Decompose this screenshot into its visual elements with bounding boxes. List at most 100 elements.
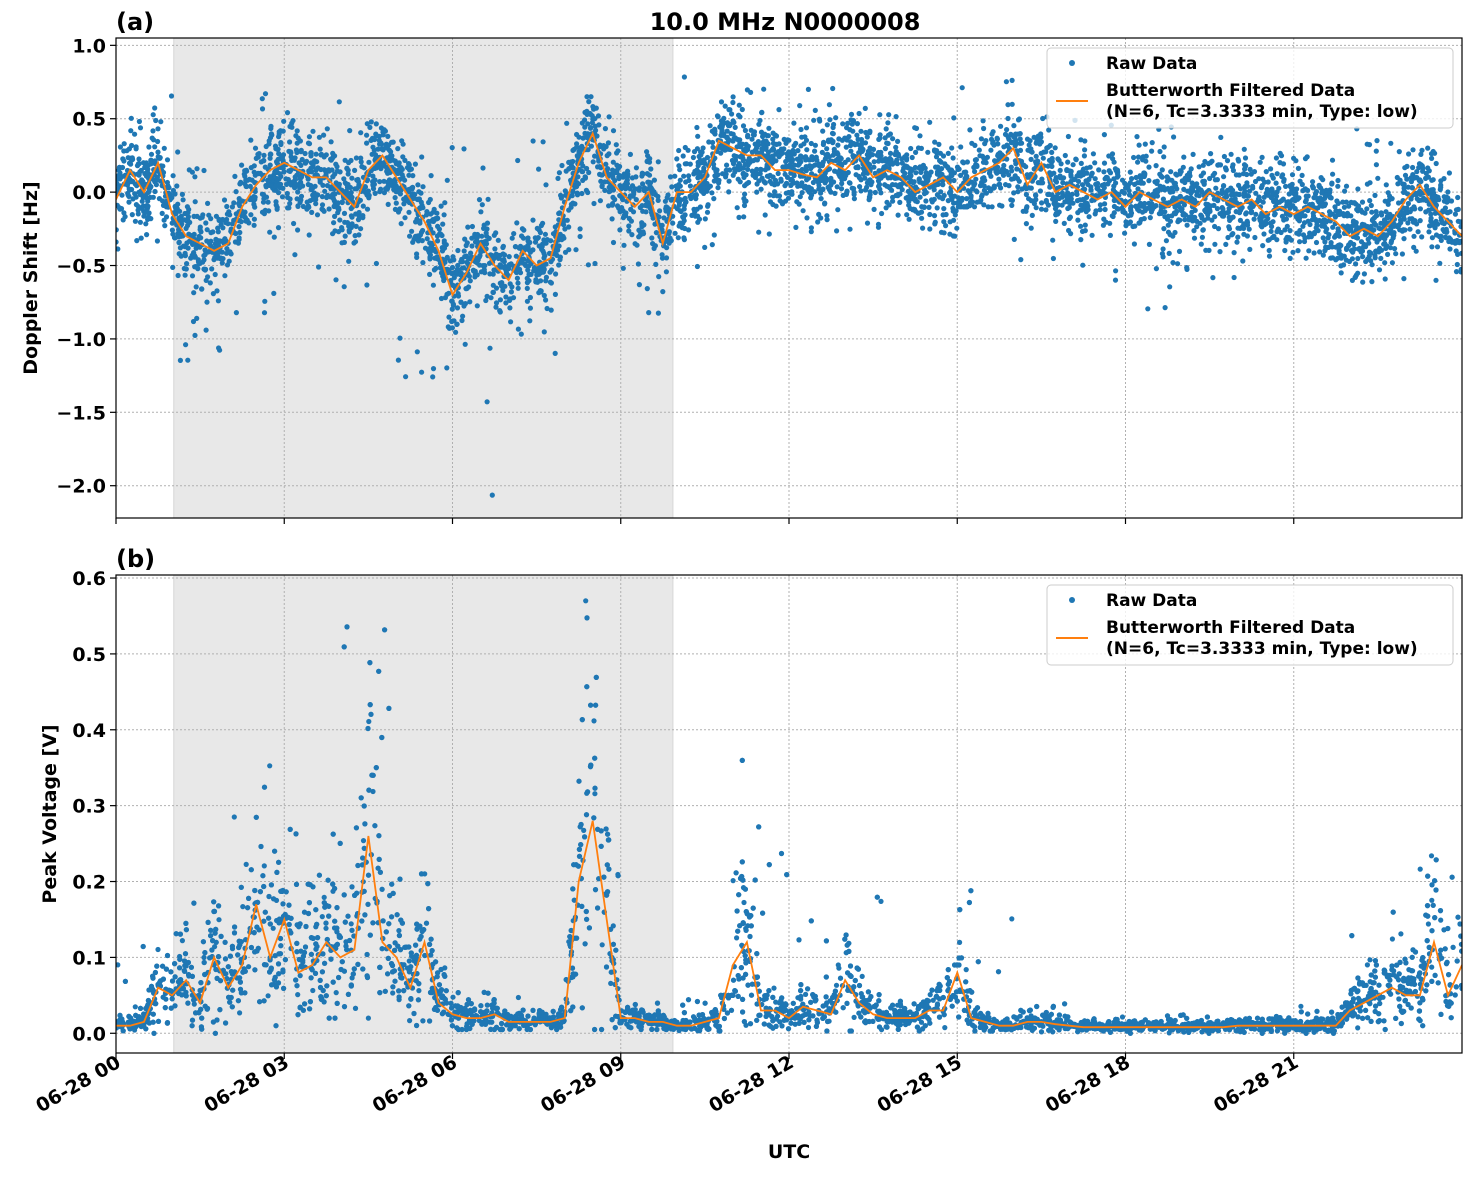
raw-data-point bbox=[673, 231, 678, 236]
raw-data-point bbox=[982, 183, 987, 188]
raw-data-point bbox=[688, 183, 693, 188]
raw-data-point bbox=[1216, 162, 1221, 167]
raw-data-point bbox=[839, 181, 844, 186]
raw-data-point bbox=[1351, 200, 1356, 205]
raw-data-point bbox=[833, 115, 838, 120]
raw-data-point bbox=[203, 252, 208, 257]
raw-data-point bbox=[449, 319, 454, 324]
raw-data-point bbox=[543, 232, 548, 237]
raw-data-point bbox=[515, 276, 520, 281]
raw-data-point bbox=[287, 169, 292, 174]
raw-data-point bbox=[169, 93, 174, 98]
raw-data-point bbox=[582, 110, 587, 115]
raw-data-point bbox=[407, 167, 412, 172]
raw-data-point bbox=[700, 150, 705, 155]
raw-data-point bbox=[612, 197, 617, 202]
raw-data-point bbox=[924, 170, 929, 175]
raw-data-point bbox=[611, 128, 616, 133]
raw-data-point bbox=[1389, 240, 1394, 245]
raw-data-point bbox=[295, 196, 300, 201]
raw-data-point bbox=[1374, 162, 1379, 167]
raw-data-point bbox=[1447, 246, 1452, 251]
raw-data-point bbox=[1024, 204, 1029, 209]
raw-data-point bbox=[857, 184, 862, 189]
raw-data-point bbox=[656, 311, 661, 316]
raw-data-point bbox=[255, 152, 260, 157]
raw-data-point bbox=[698, 204, 703, 209]
raw-data-point bbox=[1454, 248, 1459, 253]
raw-data-point bbox=[177, 240, 182, 245]
raw-data-point bbox=[185, 358, 190, 363]
raw-data-point bbox=[1424, 184, 1429, 189]
raw-data-point bbox=[934, 154, 939, 159]
raw-data-point bbox=[1189, 166, 1194, 171]
raw-data-point bbox=[402, 178, 407, 183]
raw-data-point bbox=[1415, 196, 1420, 201]
raw-data-point bbox=[232, 174, 237, 179]
raw-data-point bbox=[137, 119, 142, 124]
raw-data-point bbox=[1165, 174, 1170, 179]
raw-data-point bbox=[821, 140, 826, 145]
raw-data-point bbox=[1337, 245, 1342, 250]
raw-data-point bbox=[640, 171, 645, 176]
raw-data-point bbox=[260, 96, 265, 101]
raw-data-point bbox=[1199, 215, 1204, 220]
raw-data-point bbox=[686, 173, 691, 178]
raw-data-point bbox=[756, 230, 761, 235]
raw-data-point bbox=[172, 191, 177, 196]
raw-data-point bbox=[184, 226, 189, 231]
raw-data-point bbox=[381, 132, 386, 137]
raw-data-point bbox=[304, 159, 309, 164]
raw-data-point bbox=[982, 141, 987, 146]
raw-data-point bbox=[665, 192, 670, 197]
raw-data-point bbox=[701, 166, 706, 171]
raw-data-point bbox=[264, 144, 269, 149]
raw-data-point bbox=[294, 147, 299, 152]
raw-data-point bbox=[430, 374, 435, 379]
raw-data-point bbox=[1179, 207, 1184, 212]
raw-data-point bbox=[1329, 181, 1334, 186]
raw-data-point bbox=[1256, 197, 1261, 202]
raw-data-point bbox=[820, 129, 825, 134]
raw-data-point bbox=[537, 243, 542, 248]
raw-data-point bbox=[222, 273, 227, 278]
raw-data-point bbox=[237, 198, 242, 203]
raw-data-point bbox=[1314, 222, 1319, 227]
raw-data-point bbox=[872, 159, 877, 164]
raw-data-point bbox=[138, 192, 143, 197]
raw-data-point bbox=[1300, 173, 1305, 178]
raw-data-point bbox=[731, 132, 736, 137]
raw-data-point bbox=[207, 241, 212, 246]
raw-data-point bbox=[916, 145, 921, 150]
raw-data-point bbox=[971, 183, 976, 188]
raw-data-point bbox=[1306, 248, 1311, 253]
raw-data-point bbox=[540, 221, 545, 226]
raw-data-point bbox=[810, 164, 815, 169]
raw-data-point bbox=[703, 216, 708, 221]
raw-data-point bbox=[890, 136, 895, 141]
raw-data-point bbox=[273, 144, 278, 149]
raw-data-point bbox=[490, 290, 495, 295]
raw-data-point bbox=[610, 203, 615, 208]
raw-data-point bbox=[886, 133, 891, 138]
raw-data-point bbox=[1029, 198, 1034, 203]
raw-data-point bbox=[670, 221, 675, 226]
raw-data-point bbox=[790, 178, 795, 183]
raw-data-point bbox=[1134, 134, 1139, 139]
raw-data-point bbox=[1408, 209, 1413, 214]
raw-data-point bbox=[431, 366, 436, 371]
raw-data-point bbox=[485, 399, 490, 404]
raw-data-point bbox=[809, 141, 814, 146]
raw-data-point bbox=[1416, 229, 1421, 234]
raw-data-point bbox=[158, 155, 163, 160]
raw-data-point bbox=[1383, 246, 1388, 251]
raw-data-point bbox=[353, 239, 358, 244]
raw-data-point bbox=[988, 148, 993, 153]
raw-data-point bbox=[767, 231, 772, 236]
raw-data-point bbox=[1393, 251, 1398, 256]
raw-data-point bbox=[825, 217, 830, 222]
raw-data-point bbox=[1426, 229, 1431, 234]
raw-data-point bbox=[1225, 158, 1230, 163]
raw-data-point bbox=[645, 286, 650, 291]
raw-data-point bbox=[1398, 178, 1403, 183]
